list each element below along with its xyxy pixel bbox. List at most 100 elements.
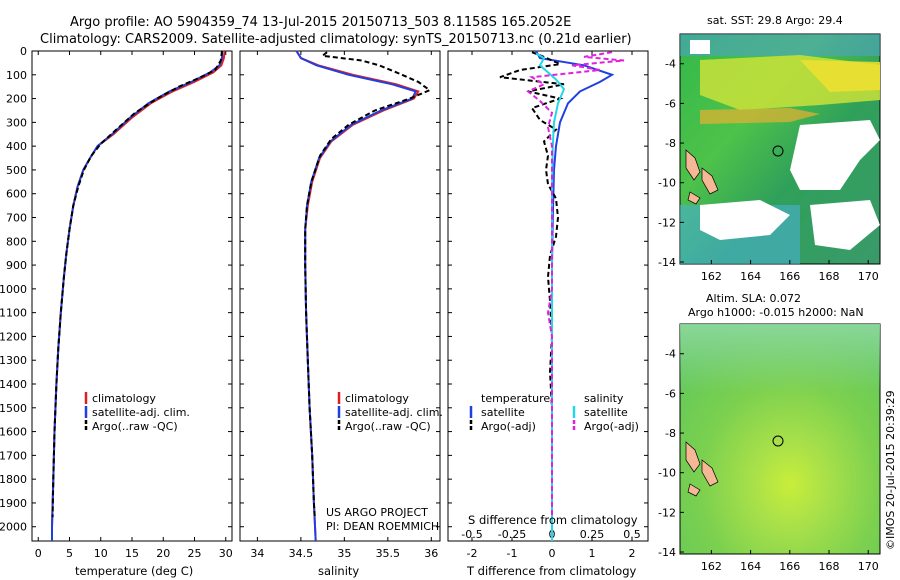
lon-tick-label: 164 — [740, 560, 761, 573]
sla-argo-location — [772, 435, 784, 447]
depth-tick-label: 300 — [6, 116, 27, 129]
difference-plot: -2 -1 0 1 2-0.5 -0.25 0 0.25 0.5 — [461, 50, 641, 560]
x-top-tick-label: 0.5 — [623, 528, 641, 541]
x-tick-label: 25 — [188, 547, 202, 560]
x-tick-label: 34.5 — [289, 547, 314, 560]
series-line — [295, 50, 420, 542]
depth-tick-label: 1000 — [0, 283, 27, 296]
legend-label-climatology: climatology — [345, 392, 409, 405]
sst-cloud-gap-4 — [690, 40, 710, 54]
sla-map-axes: 162 164 166 168 170 -4 -6 -8 -10 -12 -14 — [658, 348, 879, 573]
sla-map — [679, 323, 881, 555]
legend-label-sal-argo: Argo(-adj) — [584, 420, 639, 433]
title-line-2: Climatology: CARS2009. Satellite-adjuste… — [40, 32, 632, 47]
legend-label-sal-satellite: satellite — [584, 406, 628, 419]
sst-cloud-gap-1 — [790, 120, 880, 190]
depth-tick-label: 1100 — [0, 307, 27, 320]
watermark: ©IMOS 20-Jul-2015 20:39:29 — [884, 390, 897, 550]
x-tick-label: 35 — [337, 547, 351, 560]
legend-label-satellite: satellite-adj. clim. — [345, 406, 443, 419]
lat-tick-label: -8 — [665, 137, 676, 150]
x-tick-label: 5 — [66, 547, 73, 560]
difference-top-xlabel: S difference from climatology — [468, 513, 638, 527]
lon-tick-label: 162 — [701, 560, 722, 573]
depth-tick-label: 900 — [6, 259, 27, 272]
x-tick-label: -2 — [467, 547, 478, 560]
depth-tick-label: 800 — [6, 235, 27, 248]
sla-map-title-2: Argo h1000: -0.015 h2000: NaN — [688, 306, 864, 319]
salinity-legend: climatology satellite-adj. clim. Argo(..… — [337, 392, 443, 433]
series-line — [535, 50, 615, 541]
salinity-xlabel: salinity — [318, 564, 359, 578]
series-line — [295, 50, 418, 542]
x-top-tick-label: 0.25 — [580, 528, 605, 541]
temperature-plot: 0 5 10 15 20 25 30 — [35, 50, 233, 560]
lat-tick-label: -4 — [665, 58, 676, 71]
depth-axis-ticks: 0 100 200 300 400 500 600 700 800 900 1000 1100 1200… — [0, 45, 648, 534]
lon-tick-label: 170 — [858, 560, 879, 573]
legend-label-satellite: satellite-adj. clim. — [92, 406, 190, 419]
temperature-legend: climatology satellite-adj. clim. Argo(..… — [84, 392, 190, 433]
lon-tick-label: 166 — [779, 560, 800, 573]
sst-map-axes: 162 164 166 168 170 -4 -6 -8 -10 -12 -14 — [658, 58, 879, 283]
depth-tick-label: 200 — [6, 93, 27, 106]
series-line — [304, 51, 432, 518]
sst-island-1 — [685, 149, 701, 181]
series-line — [51, 51, 223, 541]
sla-map-top-tint — [680, 324, 880, 554]
lon-tick-label: 162 — [701, 270, 722, 283]
sla-island-1 — [685, 441, 701, 473]
x-tick-label: 30 — [219, 547, 233, 560]
lon-tick-label: 164 — [740, 270, 761, 283]
lon-tick-label: 168 — [819, 560, 840, 573]
depth-tick-label: 1900 — [0, 497, 27, 510]
difference-panel-frame — [447, 50, 649, 542]
legend-title-salinity: salinity — [584, 392, 624, 405]
sla-map-title-1: Altim. SLA: 0.072 — [706, 292, 801, 305]
legend-label-climatology: climatology — [92, 392, 156, 405]
temperature-xlabel: temperature (deg C) — [75, 564, 193, 578]
depth-tick-label: 100 — [6, 69, 27, 82]
lat-tick-label: -10 — [658, 177, 676, 190]
x-tick-label: 35.5 — [376, 547, 401, 560]
depth-tick-label: 600 — [6, 188, 27, 201]
sla-island-2 — [701, 459, 719, 487]
lat-tick-label: -14 — [658, 546, 676, 559]
legend-label-temp-satellite: satellite — [481, 406, 525, 419]
legend-title-temperature: temperature — [481, 392, 550, 405]
depth-tick-label: 1400 — [0, 378, 27, 391]
credit-pi: PI: DEAN ROEMMICH — [326, 520, 439, 533]
depth-tick-label: 1800 — [0, 473, 27, 486]
legend-label-argo: Argo(..raw -QC) — [92, 420, 178, 433]
sst-map — [679, 33, 881, 265]
x-top-tick-label: -0.25 — [498, 528, 526, 541]
x-tick-label: 0 — [549, 547, 556, 560]
x-tick-label: 34 — [250, 547, 264, 560]
depth-tick-label: 500 — [6, 164, 27, 177]
lon-tick-label: 166 — [779, 270, 800, 283]
legend-label-argo: Argo(..raw -QC) — [345, 420, 431, 433]
salinity-plot: 34 34.5 35 35.5 36 — [250, 50, 438, 560]
depth-tick-label: 2000 — [0, 521, 27, 534]
depth-tick-label: 1300 — [0, 354, 27, 367]
lat-tick-label: -12 — [658, 506, 676, 519]
lat-tick-label: -14 — [658, 256, 676, 269]
legend-label-temp-argo: Argo(-adj) — [481, 420, 536, 433]
sst-argo-location — [772, 145, 784, 157]
x-tick-label: 15 — [125, 547, 139, 560]
depth-tick-label: 1500 — [0, 402, 27, 415]
credit-project: US ARGO PROJECT — [326, 506, 428, 519]
lat-tick-label: -8 — [665, 427, 676, 440]
lon-tick-label: 170 — [858, 270, 879, 283]
depth-tick-label: 0 — [20, 45, 27, 58]
sst-orange-band — [700, 108, 820, 124]
lat-tick-label: -6 — [665, 387, 676, 400]
depth-tick-label: 1200 — [0, 330, 27, 343]
x-tick-label: 36 — [424, 547, 438, 560]
lat-tick-label: -10 — [658, 467, 676, 480]
depth-tick-label: 400 — [6, 140, 27, 153]
x-top-tick-label: -0.5 — [461, 528, 482, 541]
sst-hot-patch — [800, 60, 880, 92]
sst-cloud-gap-2 — [700, 200, 790, 240]
